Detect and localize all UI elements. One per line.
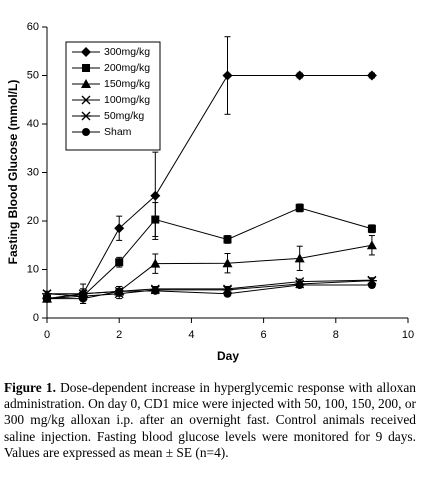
point	[294, 70, 305, 81]
marker-shape	[295, 281, 304, 290]
legend-label: 200mg/kg	[104, 62, 150, 74]
marker-shape	[81, 47, 91, 57]
series-line	[47, 279, 372, 295]
point	[366, 70, 377, 81]
point	[79, 294, 88, 303]
legend-marker	[81, 95, 91, 105]
marker-shape	[223, 289, 232, 298]
marker-shape	[366, 240, 377, 250]
marker-shape	[43, 294, 51, 303]
marker-shape	[367, 224, 376, 233]
point	[115, 258, 124, 267]
marker-shape	[115, 287, 124, 296]
legend-marker	[81, 47, 91, 57]
y-tick-label: 60	[27, 21, 39, 33]
marker-shape	[115, 258, 124, 267]
legend-marker	[82, 128, 90, 136]
legend-label: 50mg/kg	[104, 110, 144, 122]
legend-marker	[81, 111, 91, 121]
marker-shape	[151, 215, 160, 224]
series-line	[47, 284, 372, 300]
point	[222, 70, 233, 81]
chart: Fasting Blood Glucose (mmol/L) Day 01020…	[6, 21, 414, 363]
marker-shape	[366, 70, 377, 81]
point	[151, 286, 160, 295]
marker-shape	[150, 258, 161, 268]
point	[43, 294, 51, 303]
point	[295, 203, 304, 212]
x-tick-label: 0	[44, 329, 50, 341]
point	[367, 224, 376, 233]
legend-marker	[81, 79, 91, 88]
legend-marker	[82, 64, 90, 72]
point	[366, 240, 377, 250]
series-line	[46, 244, 372, 300]
marker-shape	[114, 223, 125, 234]
marker-shape	[367, 281, 376, 290]
point	[115, 287, 124, 296]
marker-shape	[223, 235, 232, 244]
x-tick-label: 10	[402, 329, 414, 341]
marker-shape	[294, 70, 305, 81]
point	[294, 253, 305, 263]
marker-shape	[222, 70, 233, 81]
marker-shape	[222, 258, 233, 268]
legend-label: Sham	[104, 126, 132, 138]
legend-label: 300mg/kg	[104, 46, 150, 58]
caption-label: Figure 1.	[4, 380, 56, 395]
point	[150, 190, 161, 201]
y-tick-label: 0	[33, 312, 39, 324]
marker-shape	[294, 253, 305, 263]
point	[223, 289, 232, 298]
point	[295, 281, 304, 290]
marker-shape	[79, 294, 88, 303]
x-axis-label: Day	[217, 349, 239, 363]
marker-shape	[82, 64, 90, 72]
point	[222, 258, 233, 268]
marker-shape	[150, 190, 161, 201]
point	[114, 223, 125, 234]
marker-shape	[151, 286, 160, 295]
y-tick-label: 30	[27, 166, 39, 178]
legend-label: 150mg/kg	[104, 78, 150, 90]
y-tick-label: 10	[27, 263, 39, 275]
marker-shape	[81, 95, 91, 105]
caption: Figure 1. Dose-dependent increase in hyp…	[4, 380, 416, 461]
caption-text: Dose-dependent increase in hyperglycemic…	[4, 380, 417, 460]
x-tick-label: 2	[116, 329, 122, 341]
x-tick-label: 8	[333, 329, 339, 341]
point	[223, 235, 232, 244]
point	[367, 281, 376, 290]
y-tick-label: 40	[27, 118, 39, 130]
legend-label: 100mg/kg	[104, 94, 150, 106]
marker-shape	[82, 128, 90, 136]
y-axis-label: Fasting Blood Glucose (mmol/L)	[6, 80, 20, 265]
point	[150, 258, 161, 268]
x-tick-label: 4	[188, 329, 194, 341]
marker-shape	[295, 203, 304, 212]
marker-shape	[81, 79, 91, 88]
x-tick-label: 6	[261, 329, 267, 341]
point	[151, 215, 160, 224]
y-tick-label: 20	[27, 215, 39, 227]
legend-box	[65, 41, 161, 151]
y-tick-label: 50	[27, 69, 39, 81]
